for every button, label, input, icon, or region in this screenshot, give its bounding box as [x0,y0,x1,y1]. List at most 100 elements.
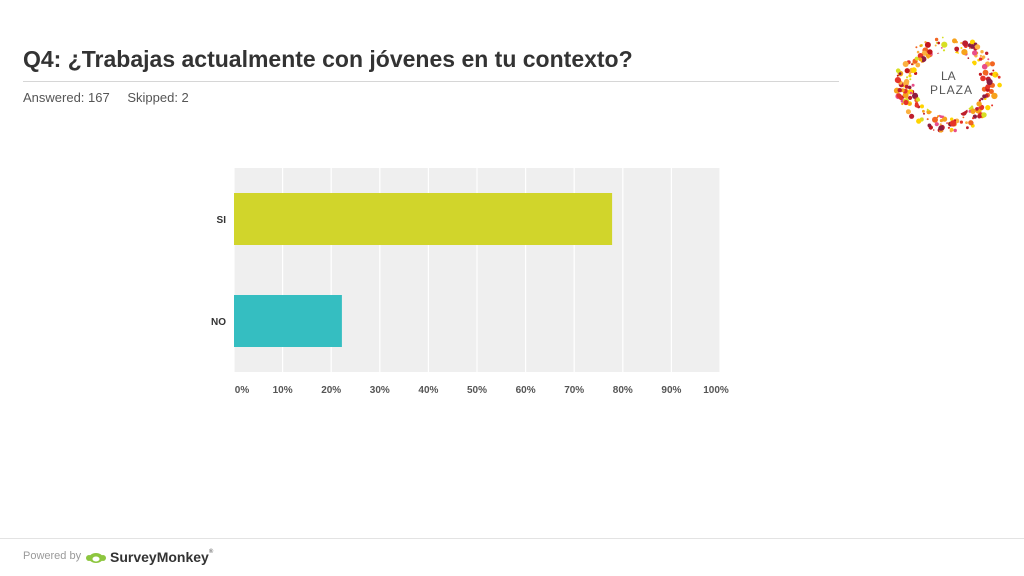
logo-dot [992,69,995,72]
logo-dot [940,47,943,49]
logo-dot [992,71,999,78]
logo-dot [922,109,925,113]
logo-dot [968,47,971,49]
logo-dot [935,42,938,44]
logo-dot [908,74,912,78]
logo-dot [905,109,911,115]
logo-dot [989,61,995,67]
logo-dot [949,129,953,133]
logo-dot [978,57,983,61]
x-tick-label: 40% [418,385,438,396]
bar-si [234,193,613,245]
logo-dot [914,56,919,61]
skipped-count: Skipped: 2 [127,90,189,105]
logo-dot [981,63,988,70]
x-tick-label: 30% [370,385,390,396]
logo-dot [894,77,901,84]
logo-dot [983,77,986,80]
logo-dot [981,97,984,101]
logo-dot [920,60,923,62]
logo-dot [937,41,940,45]
logo-dot [906,76,909,79]
logo-dot [947,126,950,129]
logo-dot [916,118,922,124]
logo-dot [942,49,946,52]
logo-dot [987,58,990,61]
logo-dot [936,116,939,119]
logo-dot [902,61,909,67]
logo-dot [916,97,921,102]
logo-dot [914,103,919,108]
logo-dot [986,78,993,86]
logo-dot [927,49,933,55]
logo-dot [954,46,960,52]
logo-dot [960,42,963,44]
logo-dot [982,94,987,99]
logo-dot [895,68,901,73]
logo-dot [969,44,975,49]
x-tick-label: 70% [564,385,584,396]
logo-dot [982,69,989,76]
logo-dot [975,107,979,111]
logo-dot [972,117,975,120]
logo-dot [923,112,925,115]
logo-dot [921,50,927,56]
logo-dot [967,57,970,60]
logo-dot [950,117,954,121]
logo-dot [949,120,957,127]
logo-dot [907,85,912,90]
logo-dot [970,108,976,114]
logo-dot [932,129,935,131]
logo-dot [981,112,987,118]
title-divider [23,81,839,82]
logo-dot [911,83,915,87]
logo-dot [906,97,908,99]
response-stats: Answered: 167 Skipped: 2 [23,90,203,105]
logo-dot [980,75,986,82]
logo-dot [974,44,981,50]
logo-dot [941,36,944,39]
x-tick-label: 10% [273,385,293,396]
logo-dot [942,116,948,122]
logo-dot [909,78,912,81]
footer-divider [0,538,1024,539]
bar-no [234,295,342,347]
logo-dot [985,105,991,111]
surveymonkey-logo: SurveyMonkey® [86,547,213,567]
logo-dot [896,93,902,99]
logo-dot [896,74,899,77]
logo-dot [991,104,994,107]
logo-dot [978,72,982,76]
logo-dot [978,99,982,102]
logo-text-plaza: PLAZA [930,83,973,97]
logo-dot [911,63,913,66]
logo-dot [904,68,910,74]
logo-dot [902,92,909,98]
logo-dot [939,123,942,126]
logo-dot [938,125,944,131]
logo-dot [939,119,943,123]
logo-dot [960,47,963,49]
logo-dot [980,50,984,54]
logo-dot [969,39,976,45]
page-title: Q4: ¿Trabajas actualmente con jóvenes en… [23,46,633,72]
surveymonkey-wordmark: SurveyMonkey® [110,549,213,565]
logo-dot [900,88,905,93]
logo-dot [927,123,932,128]
logo-dot [898,72,902,76]
logo-dot [977,114,982,119]
x-tick-label: 60% [516,385,536,396]
logo-dot [997,75,1001,79]
logo-dot [961,49,968,56]
x-tick-label: 0% [235,385,250,396]
logo-dot [904,84,909,89]
brand-trademark: ® [208,549,214,555]
logo-dot [920,104,924,109]
bar-chart: 0% 10% 20% 30% 40% 50% 60% 70% 80% 90% 100% SI NO [190,160,730,400]
surveymonkey-icon [86,553,106,563]
logo-text-la: LA [941,69,956,83]
logo-dot [934,122,939,127]
logo-dot [915,62,921,68]
logo-dot [981,55,986,59]
logo-dot [972,50,978,56]
